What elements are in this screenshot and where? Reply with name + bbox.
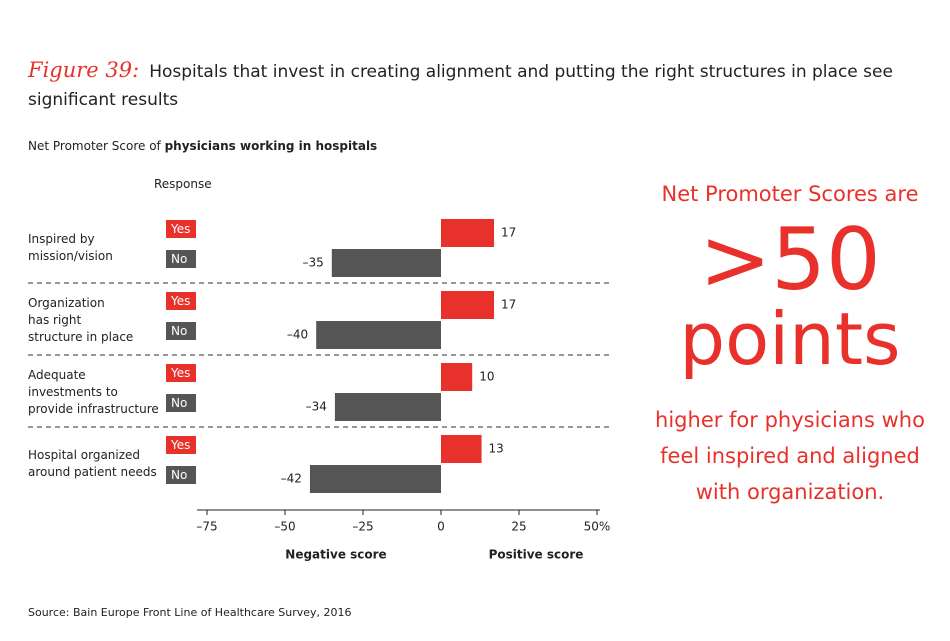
bar <box>316 321 441 349</box>
bar <box>334 393 441 421</box>
subtitle: Net Promoter Score of physicians working… <box>28 139 377 153</box>
callout-text: higher for physicians who feel inspired … <box>655 408 925 504</box>
value-label: –40 <box>287 328 308 342</box>
series-badge: Yes <box>166 220 196 238</box>
value-label: 17 <box>501 298 516 312</box>
title-block: Figure 39: Hospitals that invest in creat… <box>28 56 928 114</box>
value-label: 10 <box>479 370 494 384</box>
bar <box>441 291 495 319</box>
value-label: 17 <box>501 226 516 240</box>
series-badge: Yes <box>166 364 196 382</box>
axis-label: Negative score <box>285 548 386 562</box>
series-badge: No <box>166 466 196 484</box>
series-badge: Yes <box>166 292 196 310</box>
x-tick-label: –25 <box>352 520 373 534</box>
callout-big: points <box>679 297 901 381</box>
category-label: Adequate investments to provide infrastr… <box>28 367 159 416</box>
bar <box>441 435 482 463</box>
bar <box>331 249 441 277</box>
bar <box>441 363 473 391</box>
response-label: Response <box>154 177 212 191</box>
title: Hospitals that invest in creating alignm… <box>28 62 893 110</box>
subtitle-bold: physicians working in hospitals <box>164 139 378 153</box>
bar <box>309 465 441 493</box>
series-badge: No <box>166 322 196 340</box>
x-tick-label: –75 <box>196 520 217 534</box>
series-badge: No <box>166 394 196 412</box>
value-label: –42 <box>281 472 302 486</box>
figure-label: Figure 39: <box>28 58 140 82</box>
source: Source: Bain Europe Front Line of Health… <box>28 606 352 619</box>
subtitle-prefix: Net Promoter Score of <box>28 139 165 153</box>
x-tick-label: 0 <box>437 520 445 534</box>
series-badge: Yes <box>166 436 196 454</box>
value-label: 13 <box>489 442 504 456</box>
x-tick-label: –50 <box>274 520 295 534</box>
category-label: Hospital organized around patient needs <box>28 448 157 479</box>
value-label: –35 <box>303 256 324 270</box>
callout-big: >50 <box>699 210 881 310</box>
bar <box>441 219 495 247</box>
callout-line: Net Promoter Scores are <box>661 182 919 206</box>
category-label: Inspired by mission/vision <box>28 232 113 263</box>
x-tick-label: 25 <box>511 520 526 534</box>
series-badge: No <box>166 250 196 268</box>
x-tick-label: 50% <box>584 520 611 534</box>
axis-label: Positive score <box>489 548 584 562</box>
value-label: –34 <box>306 400 327 414</box>
category-label: Organization has right structure in plac… <box>28 295 134 344</box>
